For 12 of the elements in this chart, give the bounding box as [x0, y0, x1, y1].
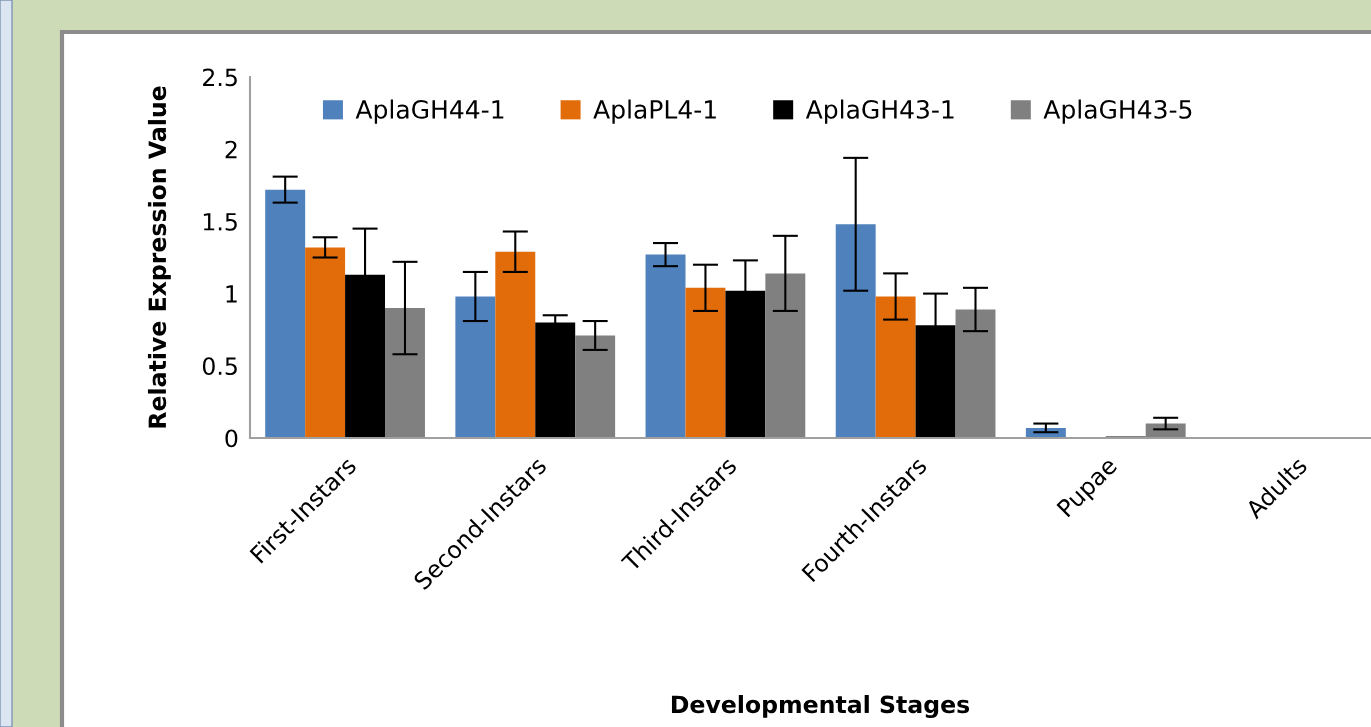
y-tick-label: 0.5 [202, 357, 237, 376]
legend-label: AplaGH44-1 [355, 99, 504, 124]
legend-label: AplaGH43-5 [1043, 99, 1192, 124]
y-tick-label: 0 [225, 429, 238, 448]
y-tick-label: 2 [225, 140, 237, 159]
y-tick-label: 1.5 [203, 213, 237, 231]
legend-label: AplaPL4-1 [593, 99, 716, 124]
y-tick-label: 1 [226, 285, 237, 303]
x-axis-title: Developmental Stages [671, 695, 970, 719]
y-tick-label: 2.5 [203, 68, 237, 87]
y-axis-title: Relative Expression Value [147, 86, 171, 428]
legend-label: AplaGH43-1 [805, 99, 954, 124]
